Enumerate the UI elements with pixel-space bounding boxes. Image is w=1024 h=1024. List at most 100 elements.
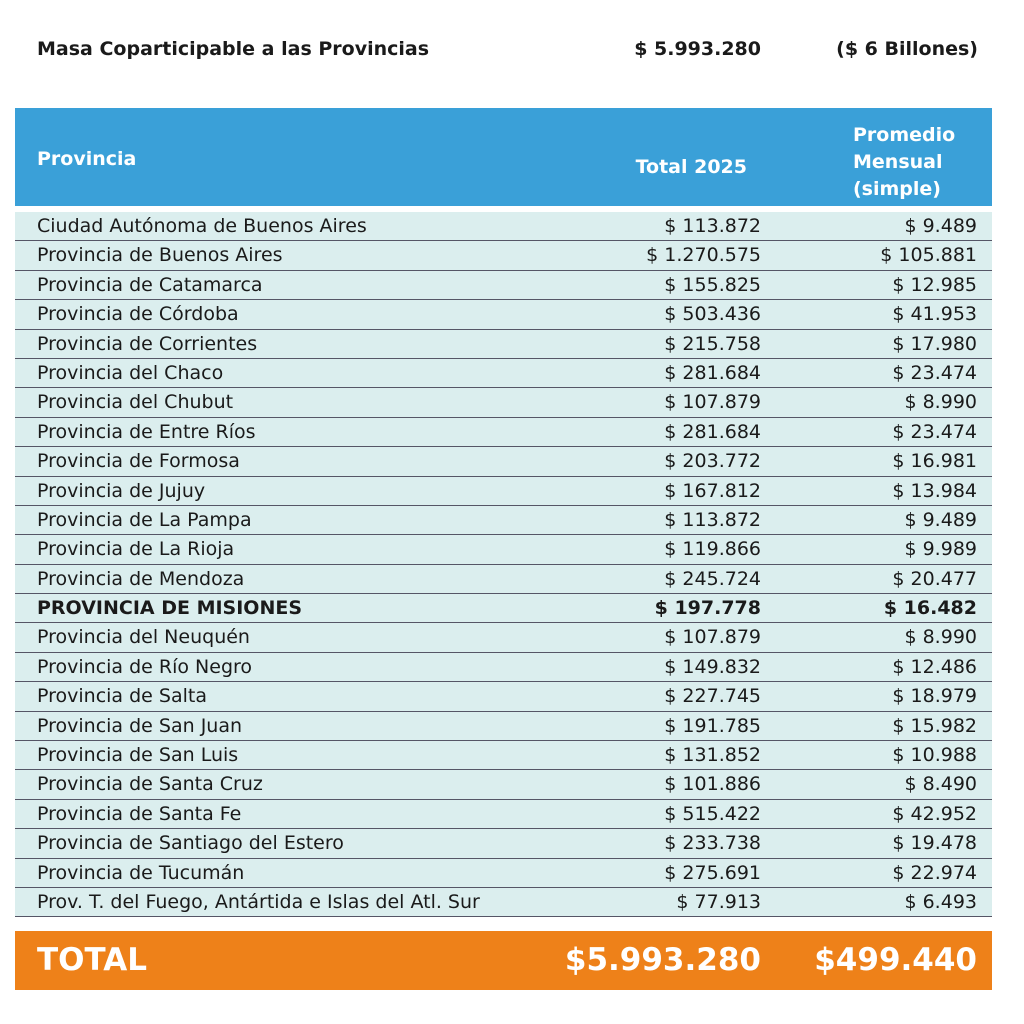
monthly-average: $ 9.989 bbox=[904, 538, 977, 561]
table-row: Provincia de San Juan $ 191.785 $ 15.982 bbox=[15, 712, 992, 742]
table-row: Provincia de Jujuy $ 167.812 $ 13.984 bbox=[15, 477, 992, 506]
total-2025: $ 107.879 bbox=[664, 626, 761, 649]
total-2025: $ 77.913 bbox=[676, 890, 761, 913]
total-2025: $ 203.772 bbox=[664, 450, 761, 473]
table-row: Provincia de Mendoza $ 245.724 $ 20.477 bbox=[15, 565, 992, 595]
total-2025: $ 149.832 bbox=[664, 655, 761, 678]
total-amount: $5.993.280 bbox=[564, 942, 761, 978]
total-2025: $ 119.866 bbox=[664, 538, 761, 561]
monthly-average: $ 9.489 bbox=[904, 508, 977, 531]
province-name: Provincia de Córdoba bbox=[37, 303, 239, 326]
province-name: Provincia de Entre Ríos bbox=[37, 420, 256, 443]
table-row: Ciudad Autónoma de Buenos Aires $ 113.872… bbox=[15, 212, 992, 242]
province-name: PROVINCIA DE MISIONES bbox=[37, 597, 303, 620]
table-header: Provincia Total 2025 Promedio Mensual (s… bbox=[15, 108, 992, 206]
total-2025: $ 281.684 bbox=[664, 361, 761, 384]
table-row: Provincia de Salta $ 227.745 $ 18.979 bbox=[15, 682, 992, 712]
total-2025: $ 131.852 bbox=[664, 744, 761, 767]
column-header-monthly: Promedio Mensual (simple) bbox=[853, 122, 955, 203]
table-row-highlighted: PROVINCIA DE MISIONES $ 197.778 $ 16.482 bbox=[15, 594, 992, 624]
total-2025: $ 155.825 bbox=[664, 273, 761, 296]
province-name: Provincia del Chaco bbox=[37, 361, 224, 384]
monthly-average: $ 12.486 bbox=[892, 655, 977, 678]
province-name: Provincia de San Juan bbox=[37, 714, 243, 737]
table-row: Provincia de San Luis $ 131.852 $ 10.988 bbox=[15, 741, 992, 771]
total-2025: $ 275.691 bbox=[664, 861, 761, 884]
table-body: Ciudad Autónoma de Buenos Aires $ 113.872… bbox=[15, 212, 992, 918]
province-name: Provincia del Neuquén bbox=[37, 626, 250, 649]
total-2025: $ 503.436 bbox=[664, 303, 761, 326]
province-name: Provincia de Corrientes bbox=[37, 332, 258, 355]
total-2025: $ 167.812 bbox=[664, 479, 761, 502]
province-name: Provincia del Chubut bbox=[37, 391, 234, 414]
column-header-province: Provincia bbox=[37, 148, 137, 170]
monthly-average: $ 41.953 bbox=[892, 303, 977, 326]
total-2025: $ 113.872 bbox=[664, 508, 761, 531]
province-name: Provincia de Catamarca bbox=[37, 273, 263, 296]
table-row: Prov. T. del Fuego, Antártida e Islas de… bbox=[15, 888, 992, 918]
monthly-average: $ 18.979 bbox=[892, 685, 977, 708]
total-2025: $ 113.872 bbox=[664, 215, 761, 237]
table-row: Provincia del Chubut $ 107.879 $ 8.990 bbox=[15, 388, 992, 418]
monthly-average: $ 13.984 bbox=[892, 479, 977, 502]
table-row: Provincia del Neuquén $ 107.879 $ 8.990 bbox=[15, 623, 992, 653]
table-row: Provincia del Chaco $ 281.684 $ 23.474 bbox=[15, 359, 992, 389]
table-row: Provincia de Santa Fe $ 515.422 $ 42.952 bbox=[15, 800, 992, 830]
monthly-average: $ 10.988 bbox=[892, 744, 977, 767]
monthly-average: $ 8.490 bbox=[904, 773, 977, 796]
monthly-average: $ 105.881 bbox=[880, 244, 977, 267]
province-name: Provincia de La Rioja bbox=[37, 538, 235, 561]
total-2025: $ 101.886 bbox=[664, 773, 761, 796]
monthly-average: $ 17.980 bbox=[892, 332, 977, 355]
monthly-average: $ 23.474 bbox=[892, 420, 977, 443]
monthly-average: $ 16.482 bbox=[883, 597, 977, 620]
total-2025: $ 233.738 bbox=[664, 832, 761, 855]
monthly-average: $ 23.474 bbox=[892, 361, 977, 384]
summary-note: ($ 6 Billones) bbox=[836, 38, 978, 60]
column-header-monthly-line: Promedio bbox=[853, 124, 956, 146]
monthly-average: $ 6.493 bbox=[904, 890, 977, 913]
table-row: Provincia de Buenos Aires $ 1.270.575 $ 10… bbox=[15, 241, 992, 271]
province-name: Provincia de Río Negro bbox=[37, 655, 253, 678]
monthly-average: $ 19.478 bbox=[892, 832, 977, 855]
province-name: Provincia de Mendoza bbox=[37, 567, 245, 590]
provinces-table: Provincia Total 2025 Promedio Mensual (s… bbox=[15, 108, 992, 918]
monthly-average: $ 20.477 bbox=[892, 567, 977, 590]
total-2025: $ 1.270.575 bbox=[646, 244, 761, 267]
monthly-average: $ 8.990 bbox=[904, 391, 977, 414]
table-row: Provincia de Santiago del Estero $ 233.73… bbox=[15, 829, 992, 859]
total-2025: $ 215.758 bbox=[664, 332, 761, 355]
table-row: Provincia de Catamarca $ 155.825 $ 12.985 bbox=[15, 271, 992, 301]
monthly-average: $ 8.990 bbox=[904, 626, 977, 649]
province-name: Provincia de San Luis bbox=[37, 744, 239, 767]
province-name: Ciudad Autónoma de Buenos Aires bbox=[37, 215, 367, 237]
column-header-total: Total 2025 bbox=[635, 156, 747, 178]
summary-amount: $ 5.993.280 bbox=[634, 38, 761, 60]
table-row: Provincia de Córdoba $ 503.436 $ 41.953 bbox=[15, 300, 992, 330]
table-row: Provincia de La Rioja $ 119.866 $ 9.989 bbox=[15, 535, 992, 565]
summary-title: Masa Coparticipable a las Provincias bbox=[37, 38, 430, 60]
table-row: Provincia de La Pampa $ 113.872 $ 9.489 bbox=[15, 506, 992, 536]
province-name: Provincia de La Pampa bbox=[37, 508, 252, 531]
summary-header: Masa Coparticipable a las Provincias $ 5… bbox=[37, 38, 978, 68]
province-name: Provincia de Tucumán bbox=[37, 861, 245, 884]
table-row: Provincia de Tucumán $ 275.691 $ 22.974 bbox=[15, 859, 992, 888]
province-name: Provincia de Santiago del Estero bbox=[37, 832, 344, 855]
monthly-average: $ 42.952 bbox=[892, 802, 977, 825]
total-2025: $ 245.724 bbox=[664, 567, 761, 590]
total-2025: $ 227.745 bbox=[664, 685, 761, 708]
monthly-average: $ 16.981 bbox=[892, 450, 977, 473]
table-row: Provincia de Entre Ríos $ 281.684 $ 23.474 bbox=[15, 418, 992, 448]
total-label: TOTAL bbox=[37, 942, 147, 978]
table-row: Provincia de Formosa $ 203.772 $ 16.981 bbox=[15, 447, 992, 477]
province-name: Provincia de Salta bbox=[37, 685, 207, 708]
total-2025: $ 107.879 bbox=[664, 391, 761, 414]
monthly-average: $ 15.982 bbox=[892, 714, 977, 737]
total-row: TOTAL $5.993.280 $499.440 bbox=[15, 931, 992, 990]
total-monthly: $499.440 bbox=[814, 942, 977, 978]
total-2025: $ 191.785 bbox=[664, 714, 761, 737]
total-2025: $ 281.684 bbox=[664, 420, 761, 443]
column-header-monthly-line: (simple) bbox=[853, 178, 941, 200]
total-2025: $ 515.422 bbox=[664, 802, 761, 825]
province-name: Prov. T. del Fuego, Antártida e Islas de… bbox=[37, 890, 480, 913]
